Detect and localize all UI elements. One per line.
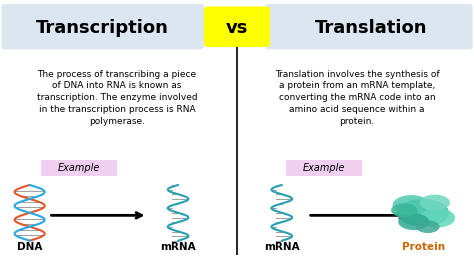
- Circle shape: [391, 203, 418, 217]
- Circle shape: [397, 199, 449, 227]
- Circle shape: [392, 195, 430, 215]
- FancyBboxPatch shape: [41, 160, 117, 176]
- FancyBboxPatch shape: [1, 4, 204, 49]
- Circle shape: [420, 195, 450, 211]
- Text: mRNA: mRNA: [160, 242, 196, 252]
- Circle shape: [419, 208, 455, 228]
- FancyBboxPatch shape: [286, 160, 362, 176]
- FancyBboxPatch shape: [204, 6, 270, 47]
- Text: Transcription: Transcription: [36, 19, 169, 37]
- Text: Translation involves the synthesis of
a protein from an mRNA template,
convertin: Translation involves the synthesis of a …: [275, 70, 439, 126]
- Text: Example: Example: [303, 163, 346, 173]
- Text: Example: Example: [58, 163, 100, 173]
- Text: The process of transcribing a piece
of DNA into RNA is known as
transcription. T: The process of transcribing a piece of D…: [36, 70, 197, 126]
- Text: Translation: Translation: [315, 19, 428, 37]
- Text: vs: vs: [226, 19, 248, 37]
- Text: mRNA: mRNA: [264, 242, 300, 252]
- Text: DNA: DNA: [17, 242, 42, 252]
- Circle shape: [398, 213, 429, 230]
- Text: Protein: Protein: [401, 242, 445, 252]
- FancyBboxPatch shape: [265, 4, 473, 49]
- Circle shape: [416, 220, 439, 233]
